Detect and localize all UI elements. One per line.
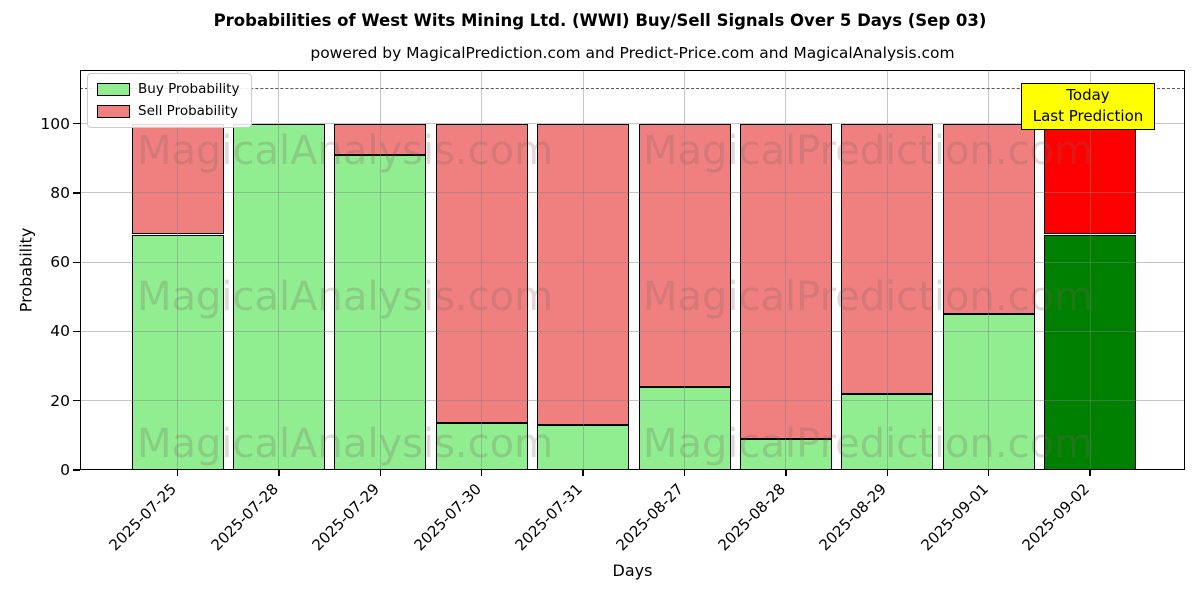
bar-buy-segment xyxy=(942,314,1035,470)
x-tick-mark xyxy=(1089,470,1091,476)
x-tick-label: 2025-08-28 xyxy=(714,480,789,555)
x-tick-label: 2025-07-28 xyxy=(207,480,282,555)
y-tick-mark xyxy=(73,400,80,402)
x-gridline xyxy=(684,70,685,470)
y-tick-mark xyxy=(73,192,80,194)
y-tick-label: 0 xyxy=(60,461,70,479)
y-tick-mark xyxy=(73,261,80,263)
y-gridline xyxy=(80,261,1185,263)
x-gridline xyxy=(1089,70,1091,470)
y-tick-label: 80 xyxy=(50,183,70,202)
chart-title: Probabilities of West Wits Mining Ltd. (… xyxy=(213,11,987,30)
y-tick-label: 20 xyxy=(50,391,70,410)
x-tick-label: 2025-08-27 xyxy=(612,480,688,555)
x-gridline xyxy=(278,70,280,470)
bar-buy-segment xyxy=(131,234,224,470)
y-tick-label: 100 xyxy=(40,114,70,133)
y-gridline xyxy=(80,330,1185,332)
watermark-text: MagicalPrediction.com xyxy=(643,274,1093,320)
bar-sell-segment xyxy=(1044,123,1137,235)
legend-item-label: Sell Probability xyxy=(138,103,239,119)
x-tick-mark xyxy=(278,470,280,476)
x-gridline xyxy=(582,70,584,470)
y-tick-label: 60 xyxy=(50,253,70,272)
x-tick-mark xyxy=(988,470,990,476)
x-tick-mark xyxy=(886,470,888,476)
x-tick-label: 2025-07-29 xyxy=(308,480,384,555)
x-gridline xyxy=(988,70,990,470)
plot-area: Buy Probability Sell Probability Today La… xyxy=(80,70,1185,470)
watermark-text: MagicalPrediction.com xyxy=(643,421,1093,467)
y-gridline xyxy=(80,123,1185,125)
bar-buy-segment xyxy=(638,386,731,470)
x-tick-mark xyxy=(176,470,179,476)
today-annotation: Today Last Prediction xyxy=(1021,83,1155,130)
x-tick-mark xyxy=(379,470,381,476)
bar-sell-segment xyxy=(739,123,832,439)
bar-sell-segment xyxy=(131,123,224,235)
x-tick-mark xyxy=(785,470,787,476)
x-tick-label: 2025-09-01 xyxy=(917,480,992,555)
legend-item: Sell Probability xyxy=(97,104,239,119)
y-tick-mark xyxy=(73,469,80,471)
x-gridline xyxy=(481,70,483,470)
x-gridline xyxy=(379,70,381,470)
bar-buy-segment xyxy=(841,393,934,470)
bar-sell-segment xyxy=(435,123,528,424)
bar-sell-segment xyxy=(334,123,427,155)
legend-color-patch xyxy=(97,83,130,96)
x-tick-label: 2025-07-30 xyxy=(410,480,485,555)
y-tick-mark xyxy=(73,122,80,125)
legend-item: Buy Probability xyxy=(97,82,239,97)
y-gridline xyxy=(80,400,1185,402)
watermark-text: MagicalAnalysis.com xyxy=(136,128,554,174)
watermark-text: MagicalPrediction.com xyxy=(643,128,1093,174)
today-annotation-line2: Last Prediction xyxy=(1032,107,1144,125)
today-annotation-line1: Today xyxy=(1066,86,1110,104)
x-tick-label: 2025-07-25 xyxy=(105,480,181,555)
x-axis-label: Days xyxy=(612,561,653,580)
y-gridline xyxy=(80,192,1185,194)
y-tick-label: 40 xyxy=(50,322,70,341)
bar-sell-segment xyxy=(841,123,934,394)
x-gridline xyxy=(886,70,888,470)
x-gridline xyxy=(785,70,787,470)
bar-sell-segment xyxy=(537,123,630,425)
x-tick-mark xyxy=(481,470,483,476)
bar-buy-segment xyxy=(334,154,427,470)
bar-buy-segment xyxy=(537,424,630,470)
legend: Buy Probability Sell Probability xyxy=(87,73,253,128)
watermark-text: MagicalAnalysis.com xyxy=(136,274,554,320)
y-axis-label: Probability xyxy=(16,227,36,313)
x-tick-label: 2025-07-31 xyxy=(511,480,586,555)
bar-buy-segment xyxy=(232,123,325,470)
x-tick-label: 2025-08-29 xyxy=(815,480,891,555)
x-tick-mark xyxy=(683,470,686,476)
x-tick-mark xyxy=(582,470,584,476)
x-gridline xyxy=(177,70,178,470)
bar-buy-segment xyxy=(1044,234,1137,470)
watermark-text: MagicalAnalysis.com xyxy=(136,421,554,467)
bar-sell-segment xyxy=(942,123,1035,315)
legend-item-label: Buy Probability xyxy=(138,81,240,97)
bar-sell-segment xyxy=(638,123,731,387)
y-tick-mark xyxy=(73,330,80,333)
legend-color-patch xyxy=(97,105,130,118)
chart-subtitle: powered by MagicalPrediction.com and Pre… xyxy=(310,44,955,62)
today-dashed-line xyxy=(80,88,1185,90)
x-tick-label: 2025-09-02 xyxy=(1018,480,1093,555)
